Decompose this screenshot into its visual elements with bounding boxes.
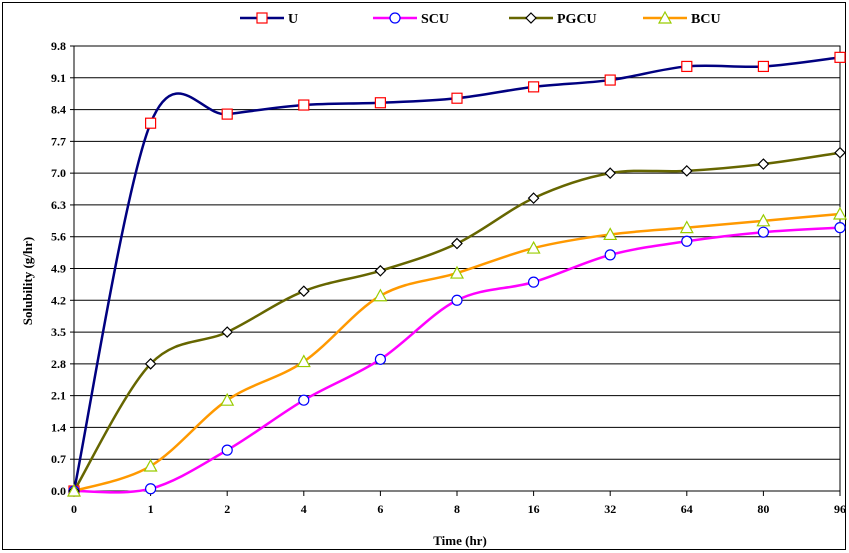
y-tick-label: 4.2 [51,293,66,307]
y-tick-label: 5.6 [51,230,66,244]
x-tick-label: 8 [454,502,460,516]
y-tick-label: 7.0 [51,166,66,180]
y-tick-label: 9.1 [51,71,66,85]
data-point-scu [221,444,233,456]
y-tick-label: 4.9 [51,262,66,276]
data-point-scu [681,235,693,247]
data-point-scu [451,294,463,306]
x-tick-label: 4 [301,502,307,516]
y-tick-label: 6.3 [51,198,66,212]
data-point-bcu [832,206,848,220]
legend-marker-u [256,12,268,24]
legend-label-bcu: BCU [691,12,721,27]
data-point-scu [527,276,540,288]
x-tick-label: 0 [71,502,77,516]
legend-marker-pgcu [525,12,537,24]
data-point-scu [145,483,157,495]
legend: U SCU PGCU BCU [240,10,721,27]
data-point-u [527,81,540,93]
y-tick-label: 1.4 [51,420,66,434]
data-point-bcu [526,240,541,254]
data-point-u [757,60,770,73]
data-point-scu [834,222,846,234]
y-tick-label: 3.5 [51,325,66,339]
x-tick-label: 80 [757,502,769,516]
data-point-pgcu [604,167,617,179]
y-tick-label: 7.7 [51,134,66,148]
y-tick-label: 8.4 [51,103,66,117]
legend-label-u: U [288,12,298,27]
legend-marker-bcu [657,10,673,24]
data-point-scu [604,249,616,261]
y-tick-label: 2.8 [51,357,66,371]
y-tick-label: 0.0 [51,484,66,498]
series-line-bcu [73,212,841,493]
x-tick-label: 64 [681,502,693,516]
data-point-u [834,51,846,63]
x-tick-label: 16 [528,502,540,516]
data-point-bcu [679,220,694,234]
data-point-u [145,117,157,129]
data-point-pgcu [527,192,540,204]
data-point-pgcu [680,165,693,177]
data-point-u [298,99,310,111]
data-point-pgcu [451,237,463,250]
data-point-bcu [373,288,388,302]
data-point-bcu [143,458,158,472]
data-point-u [221,108,233,120]
data-point-u [451,92,463,104]
x-tick-label: 2 [224,502,230,516]
data-point-pgcu [834,146,846,159]
data-point-bcu [296,354,311,368]
y-tick-label: 9.8 [51,39,66,53]
y-tick-label: 0.7 [51,452,66,466]
data-point-pgcu [144,358,157,370]
data-point-bcu [603,227,618,241]
data-point-pgcu [221,326,234,338]
data-point-scu [757,226,770,238]
series-markers [66,51,848,497]
data-point-bcu [220,392,235,406]
y-tick-label: 2.1 [51,389,66,403]
x-tick-label: 6 [377,502,383,516]
x-tick-label: 96 [834,502,846,516]
data-point-pgcu [374,264,387,277]
data-point-scu [374,353,386,365]
data-point-u [681,60,693,73]
y-axis-title: Solubility (g/hr) [20,237,35,326]
data-point-bcu [66,483,82,497]
x-tick-label: 32 [604,502,616,516]
data-point-bcu [449,265,465,279]
data-point-pgcu [757,158,770,170]
axes: 0.0 0.7 1.4 2.1 2.8 3.5 4.2 4.9 5.6 6.3 7.0 7.7 8.4 9… [51,39,846,516]
data-point-u [604,74,616,86]
legend-label-pgcu: PGCU [557,12,597,27]
data-point-pgcu [297,285,310,298]
legend-marker-scu [389,12,401,24]
data-point-scu [298,394,310,406]
data-point-u [374,97,386,109]
data-point-bcu [756,213,771,227]
x-axis-title: Time (hr) [433,533,487,548]
legend-label-scu: SCU [421,12,449,27]
series-line-pgcu [72,151,841,492]
x-tick-label: 1 [148,502,154,516]
